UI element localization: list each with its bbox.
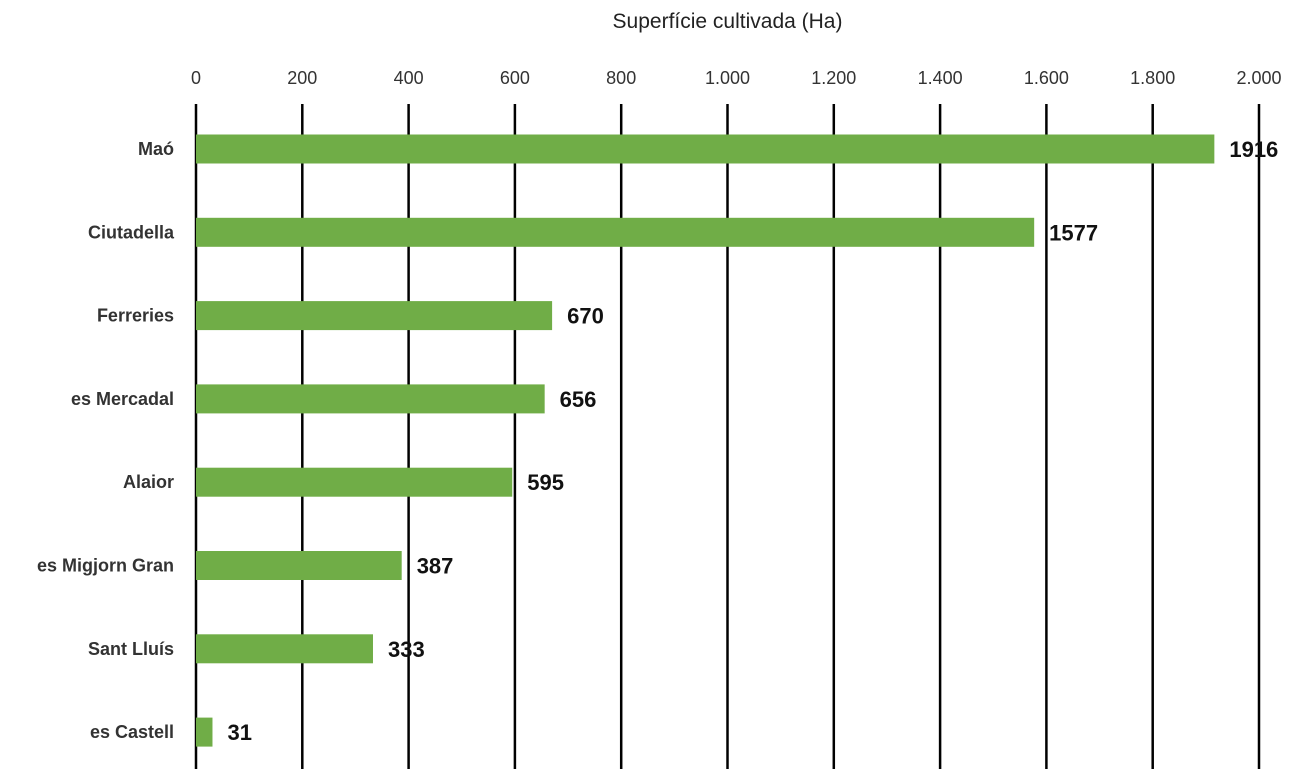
data-label: 31 bbox=[227, 720, 251, 745]
bar bbox=[196, 217, 1035, 247]
category-label: Maó bbox=[138, 139, 174, 159]
bar bbox=[196, 134, 1215, 164]
x-tick-label: 1.200 bbox=[811, 68, 856, 88]
category-label: es Mercadal bbox=[71, 389, 174, 409]
bars bbox=[196, 134, 1215, 747]
x-tick-label: 1.400 bbox=[918, 68, 963, 88]
data-label: 333 bbox=[388, 637, 425, 662]
x-axis-title: Superfície cultivada (Ha) bbox=[613, 10, 843, 33]
bar bbox=[196, 634, 373, 664]
gridlines bbox=[194, 104, 1261, 769]
x-tick-label: 200 bbox=[287, 68, 317, 88]
category-label: es Castell bbox=[90, 722, 174, 742]
bar bbox=[196, 384, 545, 414]
category-label: Ciutadella bbox=[88, 222, 175, 242]
x-axis-ticks: 0 200 400 600 800 1.000 1.200 1.400 1.600 1.800 2.… bbox=[191, 68, 1282, 88]
data-label: 387 bbox=[417, 554, 454, 579]
x-tick-label: 600 bbox=[500, 68, 530, 88]
data-label: 595 bbox=[527, 470, 564, 495]
data-label: 670 bbox=[567, 304, 604, 329]
x-tick-label: 0 bbox=[191, 68, 201, 88]
data-label: 1916 bbox=[1229, 137, 1278, 162]
x-tick-label: 2.000 bbox=[1236, 68, 1281, 88]
data-label: 656 bbox=[560, 387, 597, 412]
bar bbox=[196, 551, 402, 580]
data-labels: 1916 1577 670 656 595 387 333 31 bbox=[227, 137, 1278, 745]
bar bbox=[196, 301, 553, 331]
category-labels: Maó Ciutadella Ferreries es Mercadal Alaior e… bbox=[37, 139, 175, 742]
x-tick-label: 1.000 bbox=[705, 68, 750, 88]
x-tick-label: 800 bbox=[606, 68, 636, 88]
x-tick-label: 1.600 bbox=[1024, 68, 1069, 88]
category-label: es Migjorn Gran bbox=[37, 556, 174, 576]
x-tick-label: 1.800 bbox=[1130, 68, 1175, 88]
category-label: Alaior bbox=[123, 472, 174, 492]
bar bbox=[196, 467, 513, 497]
bar bbox=[196, 717, 213, 747]
x-tick-label: 400 bbox=[394, 68, 424, 88]
category-label: Ferreries bbox=[97, 306, 174, 326]
category-label: Sant Lluís bbox=[88, 639, 174, 659]
data-label: 1577 bbox=[1049, 220, 1098, 245]
